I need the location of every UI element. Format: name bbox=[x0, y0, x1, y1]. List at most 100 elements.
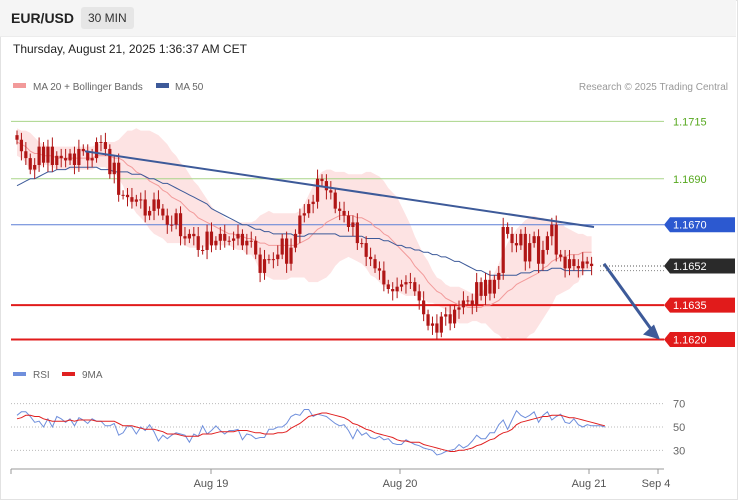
candle-40 bbox=[192, 227, 196, 246]
candle-116 bbox=[528, 233, 532, 269]
candle-121 bbox=[550, 217, 554, 246]
candle-103 bbox=[470, 293, 474, 315]
candle-117 bbox=[532, 231, 536, 248]
candle-21 bbox=[108, 144, 112, 179]
ma20-line bbox=[16, 141, 592, 308]
rsi-ma-legend-swatch bbox=[62, 372, 75, 376]
candle-24 bbox=[121, 190, 125, 200]
candle-33 bbox=[161, 204, 165, 221]
trend-line bbox=[84, 150, 595, 228]
symbol-label: EUR/USD bbox=[11, 10, 75, 26]
candle-69 bbox=[320, 174, 324, 186]
candle-22 bbox=[112, 155, 116, 184]
svg-text:1.1620: 1.1620 bbox=[673, 335, 707, 347]
candle-72 bbox=[333, 187, 337, 214]
candle-59 bbox=[276, 245, 280, 267]
ma50-legend-label: MA 50 bbox=[175, 82, 204, 93]
candle-37 bbox=[178, 206, 183, 246]
candle-51 bbox=[240, 229, 245, 250]
ma20-legend-swatch bbox=[13, 83, 26, 88]
candle-126 bbox=[572, 254, 576, 271]
candle-97 bbox=[444, 307, 448, 326]
level-tag-1: 1.1690 bbox=[673, 174, 707, 186]
rsi-legend: RSI 9MA bbox=[13, 370, 103, 381]
candle-36 bbox=[174, 208, 178, 230]
candle-99 bbox=[452, 305, 457, 329]
candle-110 bbox=[501, 217, 505, 280]
candle-85 bbox=[391, 282, 395, 301]
candle-52 bbox=[245, 233, 249, 255]
candle-9 bbox=[55, 151, 59, 170]
candle-12 bbox=[68, 148, 72, 165]
candle-111 bbox=[506, 222, 510, 239]
interval-button[interactable]: 30 MIN bbox=[81, 7, 134, 29]
candle-95 bbox=[435, 314, 439, 340]
bollinger-bands bbox=[17, 128, 592, 340]
candle-124 bbox=[563, 249, 567, 278]
candle-79 bbox=[364, 236, 368, 267]
projection-arrow bbox=[602, 262, 654, 332]
level-tag-0: 1.1715 bbox=[673, 116, 707, 128]
candle-35 bbox=[170, 215, 174, 232]
candle-108 bbox=[492, 275, 496, 299]
main-legend: MA 20 + Bollinger Bands MA 50 Research ©… bbox=[13, 82, 728, 93]
svg-text:1.1652: 1.1652 bbox=[673, 261, 707, 273]
candle-105 bbox=[479, 277, 483, 301]
candle-88 bbox=[404, 275, 408, 294]
candle-82 bbox=[377, 261, 382, 280]
svg-text:1.1690: 1.1690 bbox=[673, 174, 707, 186]
rsi-tick-30: 30 bbox=[673, 445, 685, 457]
candle-43 bbox=[205, 224, 209, 260]
candle-125 bbox=[567, 249, 572, 276]
projection-arrowhead bbox=[643, 324, 660, 340]
candle-91 bbox=[417, 284, 421, 310]
x-label-3: Sep 4 bbox=[642, 478, 671, 490]
last-price-tag: 1.1652 bbox=[664, 258, 735, 274]
candle-89 bbox=[408, 272, 412, 289]
annotations bbox=[84, 150, 664, 340]
candle-5 bbox=[37, 137, 41, 172]
x-axis: Aug 19 Aug 20 Aug 21 Sep 4 bbox=[10, 468, 671, 490]
candle-29 bbox=[143, 190, 147, 223]
credit-label: Research © 2025 Trading Central bbox=[579, 82, 728, 93]
candle-127 bbox=[576, 259, 580, 278]
ma20-legend-label: MA 20 + Bollinger Bands bbox=[33, 82, 143, 93]
rsi-panel: 30 50 70 bbox=[11, 399, 685, 457]
level-tag-3: 1.1635 bbox=[664, 297, 735, 313]
candle-104 bbox=[475, 272, 479, 312]
candle-31 bbox=[152, 192, 156, 221]
candle-58 bbox=[271, 252, 275, 269]
candles bbox=[15, 130, 594, 340]
candle-86 bbox=[395, 277, 399, 299]
candle-128 bbox=[581, 252, 585, 276]
candle-61 bbox=[285, 231, 289, 273]
candle-30 bbox=[148, 206, 152, 221]
candle-23 bbox=[117, 153, 121, 202]
candle-101 bbox=[461, 291, 466, 315]
rsi-legend-swatch bbox=[13, 372, 26, 376]
rsi-series-0 bbox=[16, 409, 606, 456]
candle-0 bbox=[15, 130, 19, 145]
candle-112 bbox=[510, 227, 514, 253]
candle-98 bbox=[448, 305, 452, 331]
level-tag-4: 1.1620 bbox=[664, 332, 735, 348]
candle-27 bbox=[134, 194, 138, 207]
candle-90 bbox=[413, 277, 417, 296]
x-label-2: Aug 21 bbox=[572, 478, 607, 490]
candle-18 bbox=[94, 137, 99, 163]
svg-text:1.1715: 1.1715 bbox=[673, 116, 707, 128]
candle-25 bbox=[125, 187, 130, 207]
candle-4 bbox=[33, 158, 37, 179]
candle-48 bbox=[227, 236, 231, 246]
candle-107 bbox=[488, 270, 492, 301]
candle-47 bbox=[223, 224, 227, 248]
candle-44 bbox=[209, 222, 214, 253]
candle-100 bbox=[457, 300, 461, 319]
ma50-legend-swatch bbox=[156, 83, 169, 88]
candle-64 bbox=[298, 208, 302, 244]
candle-39 bbox=[187, 229, 191, 244]
candle-26 bbox=[130, 187, 134, 209]
candle-120 bbox=[545, 231, 549, 255]
candle-92 bbox=[422, 291, 426, 322]
rsi-ma-legend-label: 9MA bbox=[82, 370, 103, 381]
